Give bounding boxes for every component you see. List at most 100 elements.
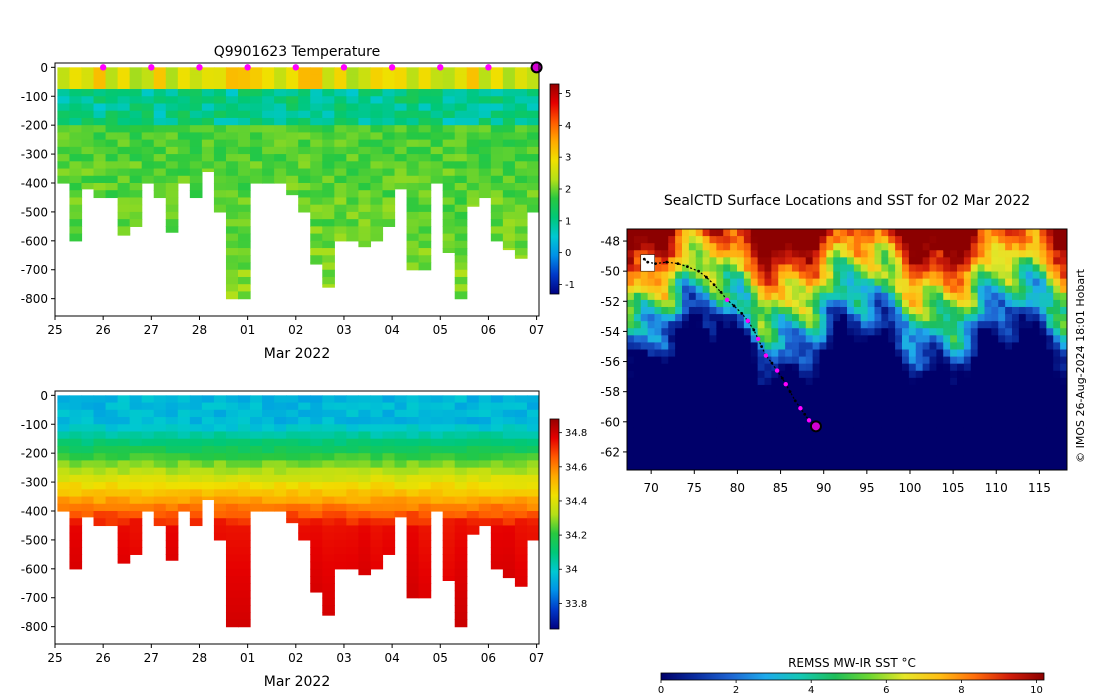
sst-cell [936, 406, 944, 414]
sst-cell [743, 441, 752, 450]
sst-cell [943, 306, 951, 315]
sst-cell [957, 413, 965, 422]
sst-cell [874, 384, 883, 393]
sst-cell [627, 462, 635, 470]
sst-cell [984, 356, 993, 365]
sst-cell [977, 420, 986, 429]
colorbar-tick-label: 33.8 [565, 599, 587, 610]
sst-cell [936, 455, 944, 464]
sst-cell [867, 420, 876, 429]
sst-cell [675, 399, 683, 407]
x-tick-label: 04 [384, 323, 399, 337]
sst-cell [737, 292, 745, 301]
sst-cell [1032, 455, 1041, 464]
sst-cell [943, 427, 951, 436]
sst-cell [1053, 328, 1061, 337]
sst-cell [633, 441, 642, 450]
sst-cell [826, 321, 834, 329]
sst-cell [1060, 243, 1067, 251]
sst-cell [840, 349, 848, 358]
sst-cell [1018, 406, 1027, 414]
surface-marker [340, 64, 348, 71]
sst-cell [819, 384, 828, 393]
sst-cell [798, 257, 807, 266]
sst-cell [936, 328, 944, 337]
sst-cell [1018, 370, 1027, 379]
x-tick-label: 27 [144, 651, 159, 665]
sst-cell [1032, 278, 1041, 287]
sst-cell [881, 370, 889, 379]
sst-cell [963, 349, 972, 358]
sst-cell [688, 441, 697, 450]
sst-cell [1053, 321, 1061, 329]
profile-column [840, 67, 853, 247]
sst-cell [750, 399, 759, 407]
sst-cell [1012, 271, 1020, 280]
sst-cell [860, 455, 869, 464]
sst-cell [1012, 335, 1020, 344]
sst-cell [1032, 377, 1041, 386]
sst-cell [922, 356, 931, 365]
sst-cell [682, 392, 690, 400]
sst-cell [929, 384, 938, 393]
sst-cell [633, 335, 642, 344]
sst-cell [805, 392, 814, 400]
sst-cell [785, 306, 793, 315]
sst-cell [950, 306, 958, 315]
sst-cell [929, 420, 938, 429]
sst-cell [805, 299, 814, 308]
sst-cell [908, 250, 917, 259]
sst-cell [661, 377, 669, 386]
sst-cell [709, 420, 718, 429]
sst-cell [737, 328, 745, 337]
sst-cell [730, 384, 738, 393]
sst-cell [682, 257, 690, 266]
sst-cell [881, 335, 889, 344]
sst-cell [661, 455, 669, 464]
sst-colorbar-tick-label: 0 [658, 685, 664, 696]
sst-cell [970, 392, 979, 400]
sst-cell [1005, 264, 1013, 273]
sst-cell [908, 229, 917, 237]
sst-cell [929, 349, 938, 358]
sst-cell [627, 299, 635, 308]
sst-cell [682, 377, 690, 386]
profile-column [696, 67, 709, 206]
sst-cell [640, 370, 649, 379]
sst-cell [957, 434, 965, 443]
sst-cell [977, 236, 986, 244]
sst-cell [860, 278, 869, 287]
sst-cell [695, 370, 704, 379]
sst-cell [867, 399, 876, 407]
sst-cell [922, 314, 931, 322]
sst-cell [819, 299, 828, 308]
sst-cell [970, 384, 979, 393]
sst-cell [853, 321, 862, 329]
sst-cell [1005, 299, 1013, 308]
sst-cell [1046, 314, 1054, 322]
sst-cell [812, 250, 821, 259]
sst-cell [1025, 462, 1034, 470]
sst-cell [1018, 434, 1027, 443]
sst-cell [668, 285, 676, 294]
sst-cell [991, 455, 999, 464]
sst-cell [977, 335, 986, 344]
sst-cell [922, 392, 931, 400]
sst-cell [661, 236, 669, 244]
sst-cell [723, 250, 731, 259]
sst-cell [970, 229, 979, 237]
profile-column [514, 395, 528, 587]
sst-cell [929, 335, 938, 344]
sst-cell [888, 455, 896, 464]
sst-cell [716, 413, 724, 422]
sst-cell [915, 229, 924, 237]
sst-cell [1039, 250, 1048, 259]
sst-cell [1018, 321, 1027, 329]
sst-cell [950, 257, 958, 266]
sst-cell [702, 377, 711, 386]
x-tick-label: 07 [529, 323, 544, 337]
sst-cell [1060, 427, 1067, 436]
sst-cell [840, 328, 848, 337]
sst-cell [950, 250, 958, 259]
sst-cell [895, 328, 903, 337]
